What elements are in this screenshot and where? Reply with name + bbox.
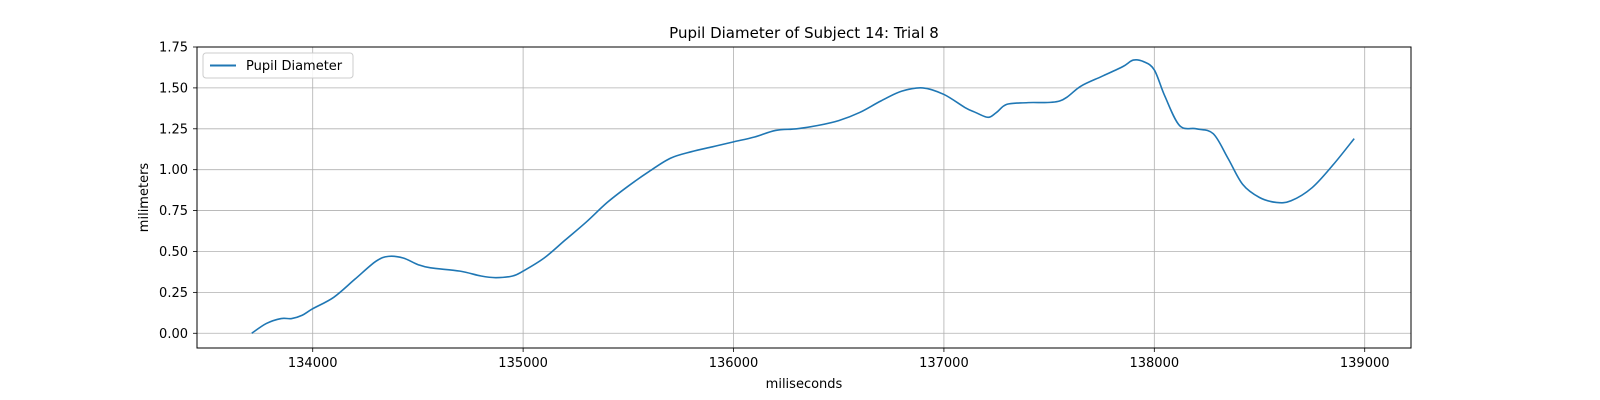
y-tick-label: 1.50 bbox=[159, 81, 188, 96]
x-tick-label: 138000 bbox=[1129, 356, 1179, 371]
x-axis-label: miliseconds bbox=[766, 377, 843, 392]
legend-box bbox=[202, 52, 354, 79]
x-tick-label: 134000 bbox=[288, 356, 338, 371]
y-tick-label: 1.75 bbox=[159, 41, 188, 56]
y-axis-label: milimeters bbox=[137, 163, 152, 233]
y-tick-label: 0.50 bbox=[159, 245, 188, 260]
y-tick-label: 0.25 bbox=[159, 286, 188, 301]
ticks: 134000 135000 136000 137000 138000 139000 0.00… bbox=[159, 41, 1389, 372]
plot-frame bbox=[196, 46, 1412, 349]
y-tick-label: 0.00 bbox=[159, 327, 188, 342]
y-tick-label: 1.00 bbox=[159, 163, 188, 178]
series-layer bbox=[251, 58, 1355, 334]
x-tick-label: 136000 bbox=[709, 356, 759, 371]
legend-label: Pupil Diameter bbox=[246, 59, 343, 74]
legend: Pupil Diameter bbox=[202, 52, 354, 79]
series-line-pupil-diameter bbox=[251, 58, 1355, 334]
chart-title: Pupil Diameter of Subject 14: Trial 8 bbox=[669, 24, 939, 42]
x-tick-label: 135000 bbox=[498, 356, 548, 371]
x-tick-label: 139000 bbox=[1340, 356, 1390, 371]
y-tick-label: 1.25 bbox=[159, 122, 188, 137]
x-tick-label: 137000 bbox=[919, 356, 969, 371]
y-tick-label: 0.75 bbox=[159, 204, 188, 219]
